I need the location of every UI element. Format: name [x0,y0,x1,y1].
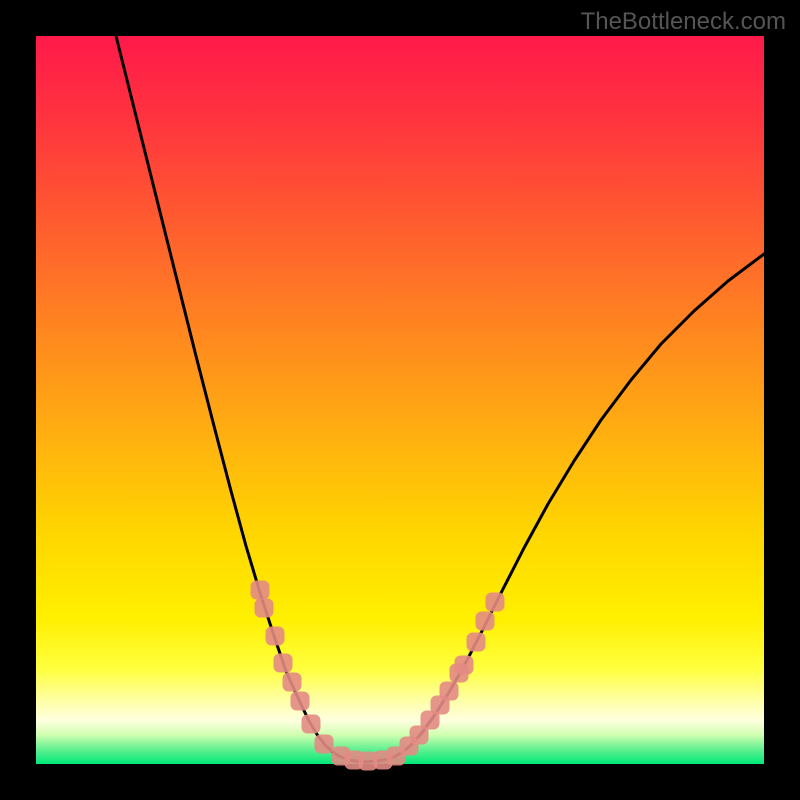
marker-right [486,593,505,612]
marker-left [291,692,310,711]
watermark-text: TheBottleneck.com [581,8,786,36]
marker-right [476,612,495,631]
marker-left [315,735,334,754]
plot-background [36,36,764,764]
marker-left [302,715,321,734]
marker-right [455,656,474,675]
marker-left [251,581,270,600]
marker-left [255,599,274,618]
marker-right [440,682,459,701]
marker-left [266,627,285,646]
marker-left [274,654,293,673]
marker-left [283,673,302,692]
marker-right [467,633,486,652]
